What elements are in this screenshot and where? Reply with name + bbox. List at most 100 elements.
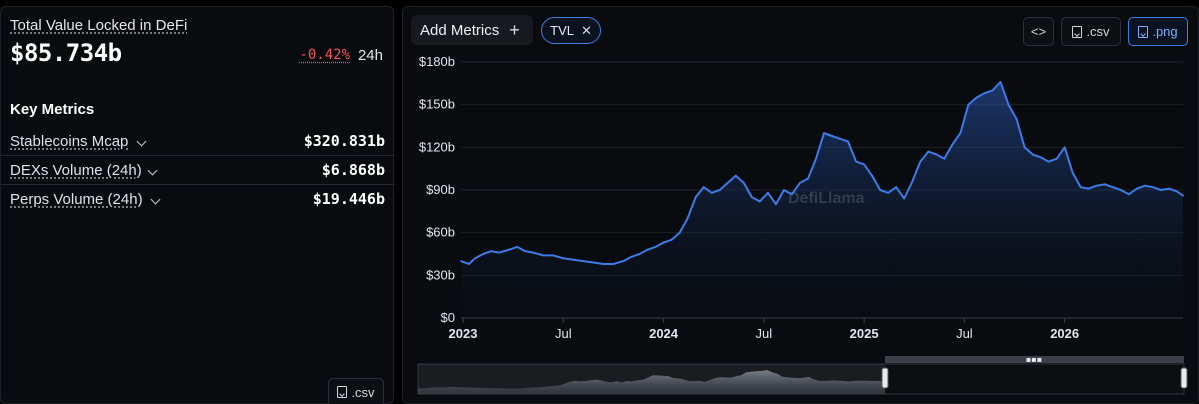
tvl-change[interactable]: -0.42% [299,47,350,63]
data-point [999,81,1002,83]
range-navigator[interactable]: ▪▪▪ [417,355,1188,395]
close-icon[interactable]: ✕ [580,22,592,38]
add-metrics-button[interactable]: Add Metrics + [411,15,533,45]
data-point [767,191,769,194]
y-tick-label: $30b [426,267,455,282]
metric-chip-label: TVL [550,23,574,38]
metric-row-stablecoins[interactable]: Stablecoins Mcap $320.831b [1,127,395,156]
data-point [991,89,994,92]
y-axis: $0 $30b $60b $90b $120b $150b $180b [419,54,455,325]
y-tick-label: $0 [441,310,455,325]
download-png-button[interactable]: .png [1128,17,1188,46]
download-csv-button[interactable]: .csv [328,378,384,404]
data-point [524,250,527,253]
tvl-summary-card: Total Value Locked in DeFi $85.734b -0.4… [0,6,395,404]
data-point [879,189,882,191]
data-point [783,189,785,191]
data-point [863,163,865,166]
tvl-area [461,81,1183,319]
tvl-label[interactable]: Total Value Locked in DeFi [10,17,188,34]
data-point [686,217,689,220]
metric-value: $19.446b [312,190,385,208]
y-tick-label: $60b [426,225,455,240]
data-point [1063,146,1066,149]
metric-value: $6.868b [321,161,385,179]
data-point [791,193,793,196]
data-point [552,254,555,257]
data-point [1055,157,1058,160]
y-tick-label: $90b [426,182,455,197]
navigator-handle-right[interactable] [1180,367,1188,389]
data-point [490,250,492,253]
data-point [602,263,605,265]
code-icon: <> [1030,24,1047,39]
data-point [654,246,657,248]
data-point [1103,183,1106,186]
data-point [758,200,761,203]
embed-button[interactable]: <> [1023,17,1054,46]
x-tick-label: 2026 [1050,326,1079,341]
data-point [670,238,673,241]
metric-name[interactable]: Stablecoins Mcap [10,133,129,150]
data-point [710,191,713,194]
data-point [562,257,565,260]
data-point [1095,184,1098,187]
chevron-down-icon[interactable] [150,194,161,205]
key-metrics-title: Key Metrics [10,101,95,118]
add-metrics-label: Add Metrics [420,21,500,39]
x-tick-label: Jul [956,326,973,341]
chevron-down-icon[interactable] [147,165,158,176]
data-point [1111,186,1114,189]
metric-row-perps-volume[interactable]: Perps Volume (24h) $19.446b [1,185,395,214]
data-point [482,253,484,255]
data-point [1079,186,1082,189]
navigator-unselected [418,364,885,394]
data-point [1087,187,1090,190]
metric-value: $320.831b [303,132,385,150]
chevron-down-icon[interactable] [136,136,147,147]
navigator-scrollbar[interactable] [885,356,1184,363]
data-point [855,160,857,163]
data-point [508,248,510,251]
data-point [702,186,705,189]
data-point [1128,193,1130,196]
plus-icon: + [509,20,520,40]
data-point [975,96,978,99]
download-csv-button[interactable]: .csv [1061,17,1121,46]
data-point [646,248,649,251]
data-point [887,191,890,194]
data-point [630,255,633,258]
drag-grip-icon[interactable]: ▪▪▪ [1026,355,1042,364]
tvl-period: 24h [357,47,383,64]
metric-chip-tvl[interactable]: TVL ✕ [541,17,601,44]
data-point [516,246,519,248]
data-point [474,257,476,260]
data-point [542,254,545,257]
data-point [718,189,721,191]
data-point [951,143,954,146]
data-point [1160,189,1162,191]
navigator-handle-left[interactable] [881,367,889,389]
x-tick-label: 2025 [850,326,879,341]
data-point [750,196,753,199]
data-point [460,260,462,262]
data-point [592,261,595,264]
data-point [742,182,745,184]
data-point [1071,172,1074,174]
data-point [911,180,914,183]
x-tick-label: 2024 [649,326,679,341]
metric-row-dexs-volume[interactable]: DEXs Volume (24h) $6.868b [1,156,395,185]
file-download-icon [1138,25,1149,38]
metric-name[interactable]: Perps Volume (24h) [10,191,143,208]
watermark-text: DefiLlama [788,190,865,207]
data-point [983,92,986,95]
tvl-area-chart[interactable]: $0$30b$60b$90b$120b$150b$180b 2023 Jul 202… [402,6,1199,404]
tvl-value: $85.734b [10,39,122,67]
data-point [919,160,922,163]
y-tick-label: $180b [419,54,455,69]
data-point [967,103,970,106]
data-point [532,251,535,254]
metric-name[interactable]: DEXs Volume (24h) [10,162,142,179]
x-tick-label: Jul [756,326,773,341]
data-point [935,153,938,156]
